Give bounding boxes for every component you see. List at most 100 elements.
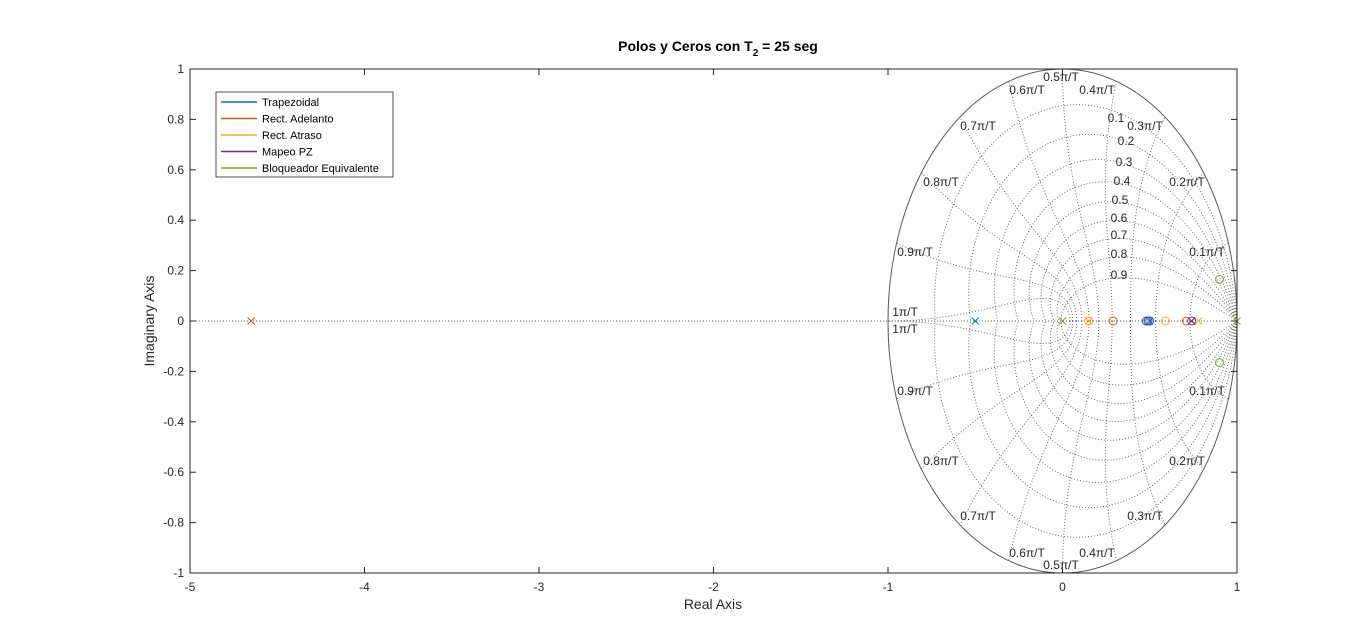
y-axis-label: Imaginary Axis bbox=[141, 275, 157, 366]
x-tick-label: -3 bbox=[534, 580, 545, 594]
natural-frequency-curve bbox=[1008, 320, 1090, 561]
y-tick-label: -0.6 bbox=[163, 465, 184, 479]
x-tick-label: -2 bbox=[708, 580, 719, 594]
natural-frequency-curve bbox=[896, 320, 1074, 400]
natural-frequency-curve bbox=[1155, 172, 1204, 322]
damping-label: 0.7 bbox=[1111, 228, 1128, 242]
y-tick-label: 0.2 bbox=[167, 264, 184, 278]
zero-marker bbox=[1084, 316, 1094, 326]
x-tick-label: 1 bbox=[1234, 580, 1241, 594]
wn-label-lower: 0.4π/T bbox=[1079, 546, 1115, 560]
y-tick-label: -0.8 bbox=[163, 516, 184, 530]
natural-frequency-curve bbox=[1062, 68, 1100, 321]
pole-marker bbox=[1145, 317, 1154, 325]
damping-curve bbox=[993, 159, 1238, 322]
legend-entry-label: Rect. Adelanto bbox=[262, 114, 334, 126]
y-tick-label: 1 bbox=[177, 62, 184, 76]
wn-label-upper: 0.5π/T bbox=[1043, 70, 1079, 84]
pole-marker bbox=[971, 317, 980, 325]
natural-frequency-curve bbox=[959, 116, 1083, 322]
ticks-layer: -5 -4 -3 -2 -1 0 1 -1 -0.8 -0.6 -0.4 -0.2 0 0.2 0.4 0.6… bbox=[163, 62, 1240, 594]
damping-label: 0.3 bbox=[1116, 155, 1133, 169]
wn-label-lower: 0.9π/T bbox=[897, 384, 933, 398]
zgrid-layer: 0.1 0.2 0.3 0.4 0.5 0.6 0.7 0.8 0.9 0.1π/T 0.1π/T 0… bbox=[190, 68, 1238, 574]
damping-label: 0.5 bbox=[1112, 193, 1129, 207]
pole-marker bbox=[1194, 317, 1203, 325]
zero-marker bbox=[1108, 316, 1118, 326]
wn-label-lower: 0.8π/T bbox=[923, 454, 959, 468]
damping-curve bbox=[934, 320, 1238, 538]
wn-label-lower: 1π/T bbox=[892, 322, 918, 336]
natural-frequency-curve bbox=[1008, 81, 1090, 322]
wn-label-upper: 0.3π/T bbox=[1127, 119, 1163, 133]
wn-label-upper: 1π/T bbox=[892, 305, 918, 319]
legend[interactable]: Trapezoidal Rect. Adelanto Rect. Atraso Map… bbox=[215, 91, 394, 178]
legend-entry-label: Rect. Atraso bbox=[262, 130, 322, 142]
zero-marker bbox=[1181, 316, 1191, 326]
natural-frequency-curve bbox=[1189, 242, 1229, 321]
wn-label-lower: 0.5π/T bbox=[1043, 558, 1079, 572]
damping-curve bbox=[1013, 181, 1238, 322]
y-tick-label: 0.8 bbox=[167, 112, 184, 126]
wn-label-lower: 0.1π/T bbox=[1189, 384, 1225, 398]
series-rect-atraso bbox=[1084, 316, 1203, 326]
natural-frequency-curve bbox=[896, 242, 1074, 322]
wn-label-lower: 0.7π/T bbox=[960, 509, 996, 523]
x-tick-label: 0 bbox=[1059, 580, 1066, 594]
damping-label: 0.1 bbox=[1108, 111, 1125, 125]
wn-label-upper: 0.6π/T bbox=[1009, 83, 1045, 97]
zero-marker bbox=[1215, 358, 1225, 368]
series-layer bbox=[247, 274, 1241, 368]
legend-entry-label: Bloqueador Equivalente bbox=[262, 163, 379, 175]
natural-frequency-curve bbox=[1130, 321, 1166, 526]
y-tick-label: 0.6 bbox=[167, 163, 184, 177]
wn-label-upper: 0.7π/T bbox=[960, 119, 996, 133]
y-tick-label: -1 bbox=[173, 566, 184, 580]
pole-marker bbox=[1084, 317, 1093, 325]
x-tick-label: -1 bbox=[883, 580, 894, 594]
natural-frequency-curve bbox=[1062, 321, 1100, 574]
damping-curve bbox=[1049, 320, 1238, 404]
wn-label-upper: 0.4π/T bbox=[1079, 83, 1115, 97]
wn-label-upper: 0.1π/T bbox=[1189, 245, 1225, 259]
legend-entry-label: Mapeo PZ bbox=[262, 147, 313, 159]
zero-marker bbox=[1143, 316, 1153, 326]
natural-frequency-curve bbox=[887, 298, 1071, 322]
wn-label-lower: 0.2π/T bbox=[1169, 454, 1205, 468]
damping-curve bbox=[934, 104, 1238, 322]
legend-entry-label: Trapezoidal bbox=[262, 97, 319, 109]
wn-label-upper: 0.8π/T bbox=[923, 175, 959, 189]
pole-marker bbox=[1058, 317, 1067, 325]
damping-label: 0.2 bbox=[1118, 134, 1135, 148]
natural-frequency-curve bbox=[887, 320, 1071, 344]
x-tick-label: -4 bbox=[359, 580, 370, 594]
natural-frequency-curve bbox=[1155, 320, 1204, 470]
wn-label-lower: 0.6π/T bbox=[1009, 546, 1045, 560]
natural-frequency-curve bbox=[1130, 116, 1166, 321]
damping-curve bbox=[993, 320, 1238, 483]
y-tick-label: 0.4 bbox=[167, 213, 184, 227]
chart-title: Polos y Ceros con T2 = 25 seg bbox=[618, 38, 818, 59]
damping-label: 0.4 bbox=[1114, 174, 1131, 188]
x-tick-label: -5 bbox=[185, 580, 196, 594]
zero-marker bbox=[1160, 316, 1170, 326]
damping-label: 0.9 bbox=[1111, 268, 1128, 282]
y-tick-label: 0 bbox=[177, 314, 184, 328]
wn-label-upper: 0.9π/T bbox=[897, 245, 933, 259]
damping-label: 0.8 bbox=[1111, 247, 1128, 261]
damping-label: 0.6 bbox=[1111, 211, 1128, 225]
x-axis-label: Real Axis bbox=[684, 596, 742, 612]
zero-marker bbox=[1215, 274, 1225, 284]
pole-marker bbox=[1187, 317, 1196, 325]
natural-frequency-curve bbox=[1189, 321, 1229, 400]
wn-label-upper: 0.2π/T bbox=[1169, 175, 1205, 189]
natural-frequency-curve bbox=[959, 320, 1083, 526]
damping-curve bbox=[1013, 320, 1238, 461]
damping-curve bbox=[1049, 238, 1238, 322]
damping-curve bbox=[968, 320, 1238, 509]
wn-label-lower: 0.3π/T bbox=[1127, 509, 1163, 523]
series-mapeo-pz bbox=[1143, 316, 1197, 326]
zero-marker bbox=[1187, 316, 1197, 326]
y-tick-label: -0.4 bbox=[163, 415, 184, 429]
